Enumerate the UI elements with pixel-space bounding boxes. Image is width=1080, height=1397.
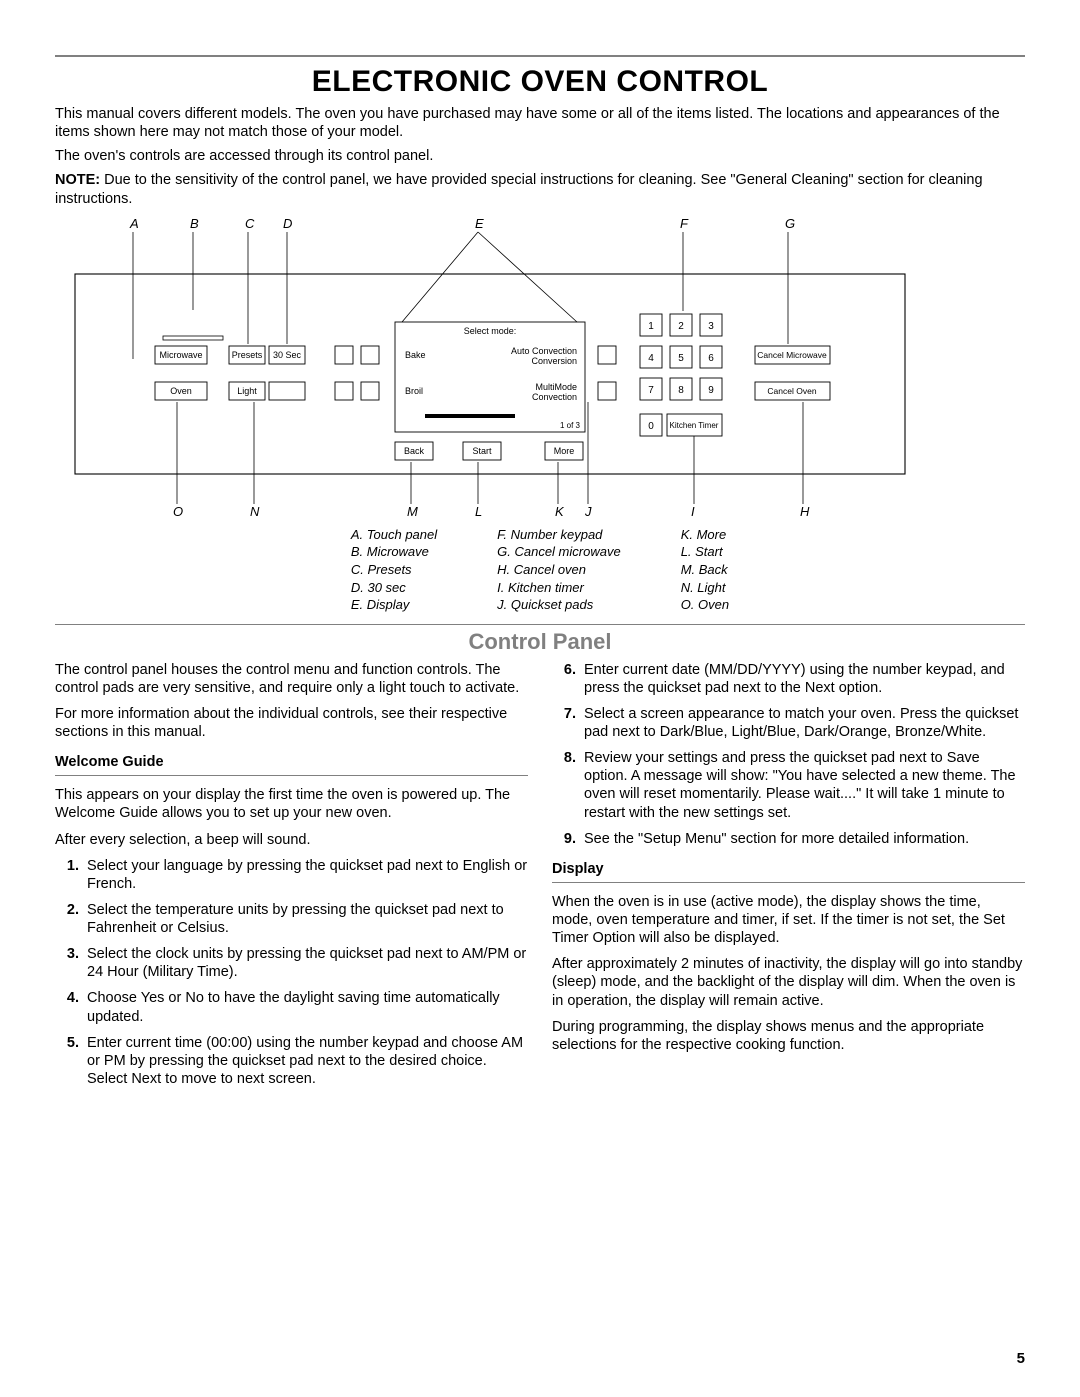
step-5: Enter current time (00:00) using the num… <box>83 1034 528 1088</box>
legend-E: E. Display <box>351 596 437 614</box>
callout-I: I <box>691 504 695 519</box>
legend-col-2: F. Number keypad G. Cancel microwave H. … <box>497 526 621 614</box>
legend-G: G. Cancel microwave <box>497 543 621 561</box>
display-autoconv-1: Auto Convection <box>511 346 577 356</box>
callout-F: F <box>680 216 689 231</box>
btn-start: Start <box>472 446 492 456</box>
welcome-p1: This appears on your display the first t… <box>55 786 528 822</box>
key-2: 2 <box>678 321 684 332</box>
step-9: See the "Setup Menu" section for more de… <box>580 830 1025 848</box>
display-p3: During programming, the display shows me… <box>552 1018 1025 1054</box>
page-number: 5 <box>1017 1350 1025 1367</box>
top-rule <box>55 55 1025 57</box>
callout-O: O <box>173 504 183 519</box>
display-rule <box>552 882 1025 883</box>
intro-p2: The oven's controls are accessed through… <box>55 147 1025 165</box>
page-title: ELECTRONIC OVEN CONTROL <box>55 65 1025 99</box>
legend-col-1: A. Touch panel B. Microwave C. Presets D… <box>351 526 437 614</box>
btn-oven: Oven <box>170 386 192 396</box>
key-kitchen-timer: Kitchen Timer <box>670 421 719 430</box>
step-2: Select the temperature units by pressing… <box>83 901 528 937</box>
callout-A: A <box>129 216 139 231</box>
legend-J: J. Quickset pads <box>497 596 621 614</box>
key-5: 5 <box>678 353 684 364</box>
callout-G: G <box>785 216 795 231</box>
btn-back: Back <box>404 446 425 456</box>
intro-block: This manual covers different models. The… <box>55 105 1025 208</box>
welcome-steps-6-9: Enter current date (MM/DD/YYYY) using th… <box>552 661 1025 848</box>
callout-E: E <box>475 216 484 231</box>
callout-H: H <box>800 504 810 519</box>
key-8: 8 <box>678 385 684 396</box>
display-p2: After approximately 2 minutes of inactiv… <box>552 955 1025 1009</box>
step-7: Select a screen appearance to match your… <box>580 705 1025 741</box>
callout-K: K <box>555 504 565 519</box>
legend-C: C. Presets <box>351 561 437 579</box>
btn-more: More <box>554 446 575 456</box>
welcome-heading: Welcome Guide <box>55 753 528 771</box>
legend-O: O. Oven <box>681 596 729 614</box>
display-page: 1 of 3 <box>560 421 581 430</box>
key-6: 6 <box>708 353 714 364</box>
callout-B: B <box>190 216 199 231</box>
callout-M: M <box>407 504 418 519</box>
note-label: NOTE: <box>55 172 100 188</box>
welcome-rule <box>55 775 528 776</box>
callout-J: J <box>584 504 592 519</box>
btn-presets: Presets <box>232 350 263 360</box>
legend-L: L. Start <box>681 543 729 561</box>
step-1: Select your language by pressing the qui… <box>83 857 528 893</box>
callout-D: D <box>283 216 292 231</box>
legend-F: F. Number keypad <box>497 526 621 544</box>
key-1: 1 <box>648 321 654 332</box>
step-4: Choose Yes or No to have the daylight sa… <box>83 989 528 1025</box>
mid-rule <box>55 624 1025 625</box>
display-autoconv-2: Conversion <box>531 356 577 366</box>
key-4: 4 <box>648 353 654 364</box>
key-3: 3 <box>708 321 714 332</box>
cp-p2: For more information about the individua… <box>55 705 528 741</box>
step-3: Select the clock units by pressing the q… <box>83 945 528 981</box>
legend-A: A. Touch panel <box>351 526 437 544</box>
btn-cancel-oven: Cancel Oven <box>767 386 816 396</box>
step-8: Review your settings and press the quick… <box>580 749 1025 822</box>
cp-p1: The control panel houses the control men… <box>55 661 528 697</box>
display-multimode-1: MultiMode <box>535 382 577 392</box>
welcome-steps-1-5: Select your language by pressing the qui… <box>55 857 528 1088</box>
btn-cancel-microwave: Cancel Microwave <box>757 350 827 360</box>
note-body: Due to the sensitivity of the control pa… <box>55 172 983 206</box>
callout-C: C <box>245 216 255 231</box>
legend-H: H. Cancel oven <box>497 561 621 579</box>
display-select-mode: Select mode: <box>464 326 517 336</box>
legend-D: D. 30 sec <box>351 579 437 597</box>
display-underline <box>425 414 515 418</box>
control-panel-diagram: A B C D E F G O N M L K J I H <box>55 214 1025 614</box>
intro-p1: This manual covers different models. The… <box>55 105 1025 141</box>
step-6: Enter current date (MM/DD/YYYY) using th… <box>580 661 1025 697</box>
intro-note: NOTE: Due to the sensitivity of the cont… <box>55 171 1025 207</box>
display-broil: Broil <box>405 386 423 396</box>
key-0: 0 <box>648 421 654 432</box>
callout-N: N <box>250 504 260 519</box>
btn-microwave: Microwave <box>159 350 202 360</box>
display-p1: When the oven is in use (active mode), t… <box>552 893 1025 947</box>
legend-M: M. Back <box>681 561 729 579</box>
legend-col-3: K. More L. Start M. Back N. Light O. Ove… <box>681 526 729 614</box>
display-multimode-2: Convection <box>532 392 577 402</box>
btn-light: Light <box>237 386 257 396</box>
key-9: 9 <box>708 385 714 396</box>
display-heading: Display <box>552 860 1025 878</box>
key-7: 7 <box>648 385 654 396</box>
btn-30sec: 30 Sec <box>273 350 302 360</box>
legend-B: B. Microwave <box>351 543 437 561</box>
welcome-p2: After every selection, a beep will sound… <box>55 831 528 849</box>
legend-I: I. Kitchen timer <box>497 579 621 597</box>
right-column: Enter current date (MM/DD/YYYY) using th… <box>552 661 1025 1096</box>
left-column: The control panel houses the control men… <box>55 661 528 1096</box>
section-heading-control-panel: Control Panel <box>55 629 1025 655</box>
callout-L: L <box>475 504 482 519</box>
legend-N: N. Light <box>681 579 729 597</box>
display-bake: Bake <box>405 350 426 360</box>
legend-K: K. More <box>681 526 729 544</box>
